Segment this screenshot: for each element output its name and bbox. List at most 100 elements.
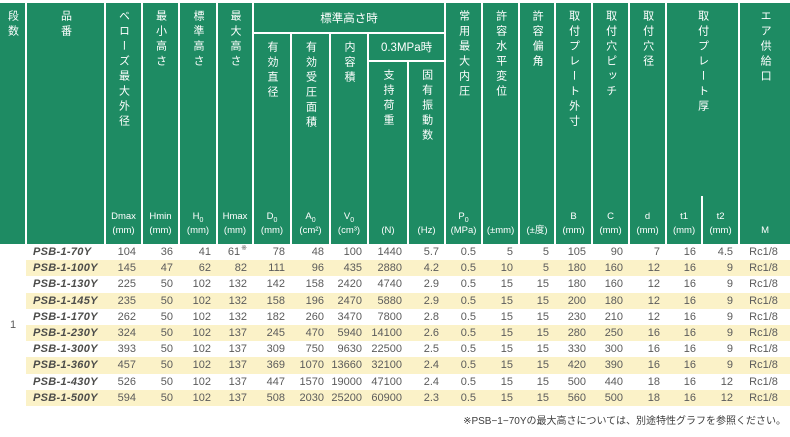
cell-load-n: 5880 [368, 292, 408, 309]
table-row: PSB-1-130Y 225 50 102 132 142 158 2420 4740 2.9 0.… [0, 276, 790, 292]
cell-hmin: 50 [160, 343, 173, 356]
cell-dmax: 324 [105, 325, 142, 342]
table-body: 1 PSB-1-70Y 104 36 41 61※ 78 48 100 1440 5.7 0.5 5 5 1… [0, 244, 790, 407]
cell-freq-hz: 5.7 [423, 246, 440, 258]
cell-load-n: 32100 [368, 357, 408, 374]
cell-d: 7 [653, 246, 661, 258]
cell-load-n: 22500 [371, 343, 402, 356]
cell-h0: 41 [198, 246, 211, 258]
cell-angle: 15 [536, 278, 550, 291]
cell-d: 18 [629, 389, 667, 407]
cell-dmax: 104 [117, 246, 136, 258]
cell-t1: 16 [683, 375, 697, 388]
part-number: PSB-1-300Y [33, 343, 98, 356]
unit-dmax: Dmax (mm) [105, 196, 143, 244]
table-row: PSB-1-430Y 526 50 102 137 447 1570 19000 47100 2.… [0, 374, 790, 390]
table-row: PSB-1-170Y 262 50 102 132 182 260 3470 7800 2.8 0.… [0, 309, 790, 325]
cell-d0: 158 [253, 292, 291, 309]
unit-hmax: Hmax (mm) [217, 196, 254, 244]
unit-b: B (mm) [555, 196, 594, 244]
cell-hmax: 132 [228, 310, 247, 323]
cell-p0: 0.5 [445, 260, 483, 277]
cell-angle: 15 [536, 375, 550, 388]
unit-h0: H0 (mm) [179, 196, 218, 244]
cell-p0: 0.5 [460, 310, 477, 323]
cell-hmin: 36 [160, 246, 173, 258]
table-row: PSB-1-230Y 324 50 102 137 245 470 5940 14100 2.6 0… [0, 325, 790, 342]
cell-hmin: 50 [160, 310, 173, 323]
part-number: PSB-1-230Y [26, 325, 105, 342]
cell-freq-hz: 2.4 [408, 357, 446, 374]
col-stage-label: 段数 [6, 10, 19, 40]
cell-d: 12 [647, 278, 661, 291]
part-number: PSB-1-130Y [33, 278, 98, 291]
cell-t2: 12 [702, 389, 740, 407]
cell-t2: 9 [702, 260, 740, 277]
col-mounting-hole-diameter: 取付穴径 [629, 3, 668, 196]
cell-v0: 5940 [330, 325, 368, 342]
cell-m: Rc1/8 [739, 260, 790, 277]
cell-angle: 5 [519, 260, 556, 277]
unit-d0: D0 (mm) [253, 196, 292, 244]
cell-b: 200 [555, 292, 593, 309]
cell-d0: 142 [266, 278, 285, 291]
cell-b: 180 [567, 278, 587, 291]
unit-load-n: (N) [368, 196, 409, 244]
cell-v0: 9630 [337, 343, 362, 356]
cell-p0: 0.5 [460, 375, 477, 388]
cell-freq-hz: 2.5 [423, 343, 440, 356]
cell-load-n: 4740 [377, 278, 402, 291]
cell-m: Rc1/8 [749, 246, 778, 258]
cell-v0: 25200 [330, 389, 368, 407]
cell-a0: 1070 [291, 357, 330, 374]
cell-horiz-disp: 5 [506, 246, 514, 258]
col-internal-volume: 内容積 [330, 33, 369, 196]
cell-c: 250 [592, 325, 630, 342]
cell-h0: 62 [179, 260, 217, 277]
part-number: PSB-1-500Y [26, 389, 105, 407]
cell-h0: 102 [192, 278, 211, 291]
group-at-03mpa: 0.3MPa時 [368, 33, 447, 62]
cell-d0: 447 [266, 375, 285, 388]
unit-t1: t1 (mm) [666, 196, 704, 244]
cell-horiz-disp: 15 [500, 375, 514, 388]
cell-dmax: 526 [117, 375, 136, 388]
cell-h0: 102 [179, 292, 217, 309]
cell-c: 180 [592, 292, 630, 309]
part-number: PSB-1-100Y [26, 260, 105, 277]
cell-load-n: 60900 [368, 389, 408, 407]
col-mounting-hole-pitch: 取付穴ピッチ [592, 3, 631, 196]
cell-t2: 9 [726, 278, 734, 291]
cell-p0: 0.5 [445, 292, 483, 309]
part-number: PSB-1-170Y [33, 310, 98, 323]
cell-t1: 16 [683, 278, 697, 291]
cell-a0: 1570 [299, 375, 324, 388]
cell-d: 16 [629, 325, 667, 342]
cell-horiz-disp: 15 [482, 389, 520, 407]
cell-t2: 9 [726, 343, 734, 356]
cell-hmax: 132 [228, 278, 247, 291]
table-row: PSB-1-300Y 393 50 102 137 309 750 9630 22500 2.5 0… [0, 341, 790, 357]
cell-h0: 102 [192, 343, 211, 356]
cell-m: Rc1/8 [739, 325, 790, 342]
unit-angle: (±度) [519, 196, 557, 244]
cell-v0: 2470 [330, 292, 368, 309]
cell-angle: 15 [536, 310, 550, 323]
unit-horiz-disp: (±mm) [482, 196, 521, 244]
cell-d0: 369 [253, 357, 291, 374]
cell-t1: 16 [666, 325, 703, 342]
cell-horiz-disp: 15 [500, 310, 514, 323]
cell-a0: 48 [311, 246, 324, 258]
cell-dmax: 225 [117, 278, 136, 291]
cell-p0: 0.5 [460, 246, 477, 258]
unit-hmin: Hmin (mm) [142, 196, 180, 244]
cell-b: 330 [567, 343, 587, 356]
cell-hmax: 137 [228, 375, 247, 388]
cell-hmax: 61※ [227, 245, 247, 258]
footnote-marker: ※ [241, 245, 247, 253]
col-max-height: 最大高さ [217, 3, 254, 196]
col-effective-pressure-area: 有効受圧面積 [291, 33, 331, 196]
cell-hmin: 50 [160, 375, 173, 388]
table-row: PSB-1-100Y 145 47 62 82 111 96 435 2880 4.2 0.5 10 5… [0, 260, 790, 277]
cell-a0: 158 [305, 278, 324, 291]
